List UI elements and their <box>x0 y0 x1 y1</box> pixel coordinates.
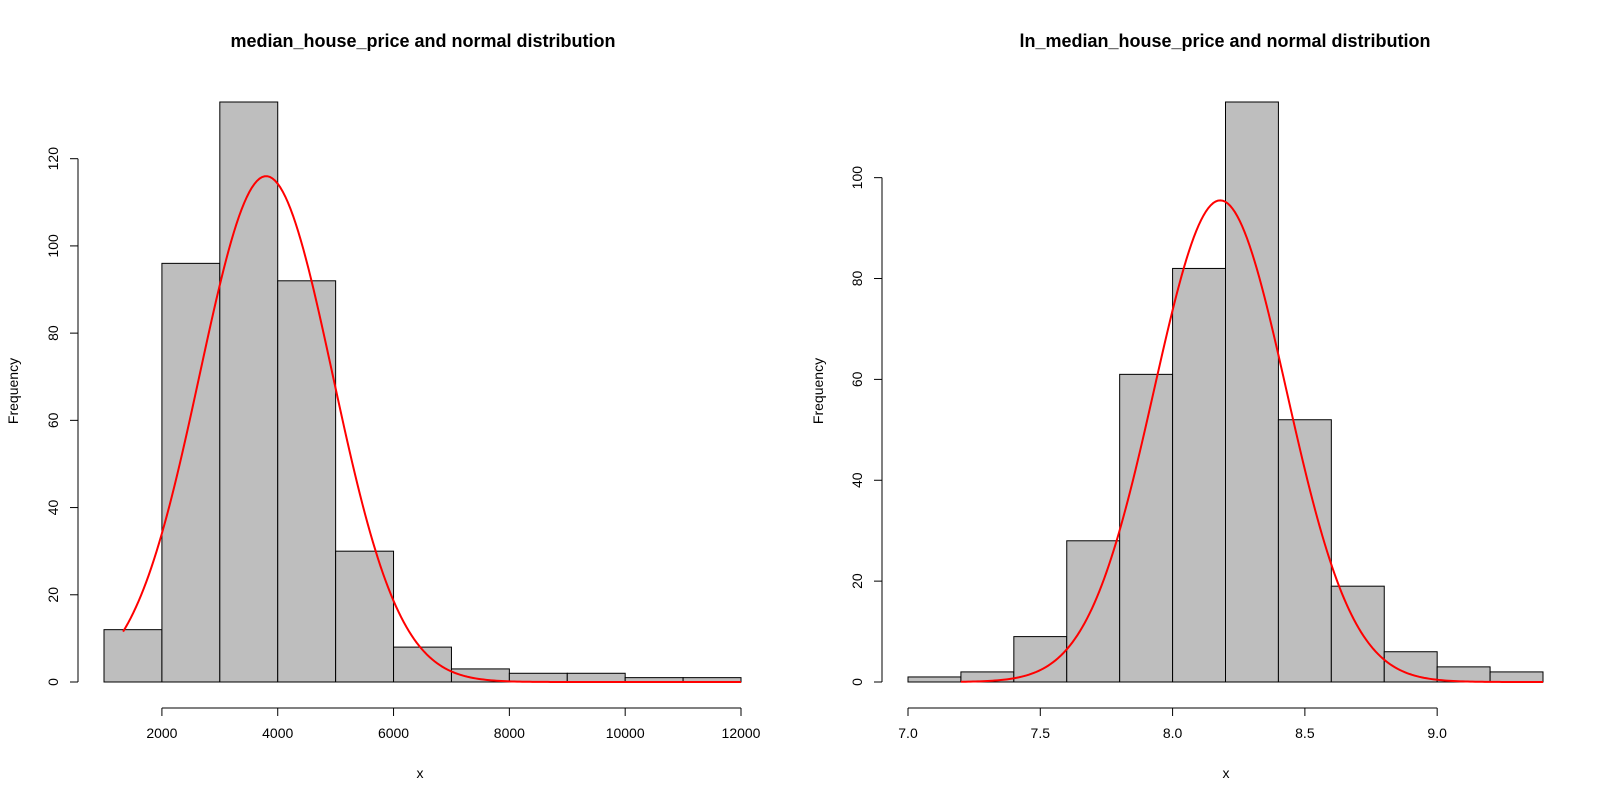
y-tick-label: 60 <box>849 371 865 387</box>
histogram-bar <box>1225 101 1279 683</box>
y-tick-label: 100 <box>45 234 61 258</box>
x-tick-label: 4000 <box>262 725 293 741</box>
histogram-bar <box>103 629 163 683</box>
y-axis: 0 20 40 60 80 100 <box>849 166 883 686</box>
x-tick-label: 6000 <box>378 725 409 741</box>
x-tick-label: 9.0 <box>1427 725 1447 741</box>
chart-title: ln_median_house_price and normal distrib… <box>1019 31 1430 51</box>
chart-ln-median-house-price: ln_median_house_price and normal distrib… <box>810 31 1544 781</box>
normal-curve <box>960 199 1543 683</box>
histogram-bar <box>1066 540 1121 683</box>
histogram-bar <box>277 280 337 683</box>
bars <box>103 101 742 683</box>
x-tick-label: 7.0 <box>898 725 918 741</box>
y-tick-label: 20 <box>849 573 865 589</box>
y-tick-label: 120 <box>45 147 61 171</box>
y-tick-label: 80 <box>45 325 61 341</box>
histogram-bar <box>1013 636 1068 683</box>
y-tick-label: 20 <box>45 587 61 603</box>
x-tick-label: 2000 <box>146 725 177 741</box>
histogram-bar <box>1383 651 1438 683</box>
histogram-bar <box>1489 671 1544 683</box>
chart-title: median_house_price and normal distributi… <box>230 31 615 51</box>
x-tick-label: 8.0 <box>1163 725 1183 741</box>
histogram-bar <box>161 262 221 683</box>
x-axis-label: x <box>417 765 424 781</box>
y-tick-label: 40 <box>849 472 865 488</box>
y-tick-label: 40 <box>45 500 61 516</box>
histogram-bar <box>566 672 626 683</box>
normal-curve-layer <box>960 199 1543 683</box>
x-axis: 7.0 7.5 8.0 8.5 9.0 <box>898 707 1447 741</box>
y-tick-label: 0 <box>45 678 61 686</box>
y-tick-label: 60 <box>45 412 61 428</box>
histogram-bar <box>1277 419 1332 683</box>
y-tick-label: 0 <box>849 678 865 686</box>
x-tick-label: 7.5 <box>1031 725 1051 741</box>
y-axis-label: Frequency <box>810 358 826 424</box>
histogram-bar <box>1330 585 1385 683</box>
histogram-bar <box>393 646 452 683</box>
histogram-bar <box>907 676 962 683</box>
normal-curve-layer <box>122 175 741 683</box>
histogram-bar <box>1172 267 1227 683</box>
x-tick-label: 8.5 <box>1295 725 1315 741</box>
histogram-bar <box>335 550 395 683</box>
x-axis-label: x <box>1223 765 1230 781</box>
histogram-bar <box>219 101 279 683</box>
y-tick-label: 80 <box>849 271 865 287</box>
x-tick-label: 8000 <box>494 725 525 741</box>
normal-curve <box>122 175 741 683</box>
bars <box>907 101 1544 683</box>
x-tick-label: 10000 <box>606 725 645 741</box>
y-axis-label: Frequency <box>5 358 21 424</box>
x-axis: 2000 4000 6000 8000 10000 12000 <box>146 707 761 741</box>
y-tick-label: 100 <box>849 166 865 190</box>
x-tick-label: 12000 <box>722 725 761 741</box>
y-axis: 0 20 40 60 80 100 120 <box>45 147 79 686</box>
chart-median-house-price: median_house_price and normal distributi… <box>5 31 761 781</box>
